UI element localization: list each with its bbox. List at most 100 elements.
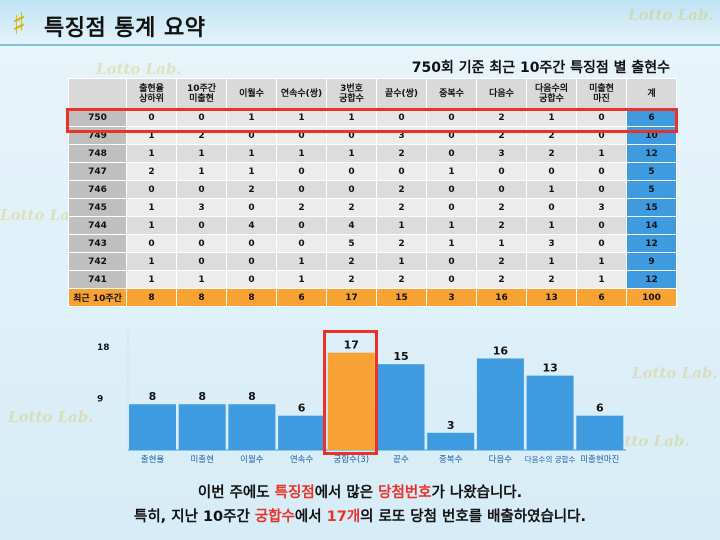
table-cell: 2 — [326, 198, 377, 217]
table-row: 742 1 0 0 1 2 1 0 2 1 1 9 — [68, 252, 677, 271]
watermark: Lotto Lab. — [8, 408, 94, 426]
table-cell: 2 — [376, 198, 427, 217]
table-cell: 8 — [176, 288, 227, 307]
table-row: 741 1 1 0 1 2 2 0 2 2 1 12 — [68, 270, 677, 289]
table-cell: 1 — [426, 216, 477, 235]
round-cell: 최근 10주간 — [68, 288, 127, 307]
table-cell: 1 — [176, 270, 227, 289]
total-cell: 5 — [626, 162, 677, 181]
caption-line-1: 이번 주에도 특징점에서 많은 당첨번호가 나왔습니다. — [0, 481, 720, 502]
table-cell: 3 — [576, 198, 627, 217]
table-cell: 3 — [426, 288, 477, 307]
table-cell: 0 — [576, 234, 627, 253]
bar — [278, 415, 326, 450]
table-cell: 0 — [326, 180, 377, 199]
column-header: 이월수 — [226, 78, 277, 109]
table-cell: 1 — [376, 216, 427, 235]
table-row: 743 0 0 0 0 5 2 1 1 3 0 12 — [68, 234, 677, 253]
total-cell: 15 — [626, 198, 677, 217]
table-cell: 1 — [276, 252, 327, 271]
round-cell: 742 — [68, 252, 127, 271]
table-cell: 2 — [226, 180, 277, 199]
table-cell: 16 — [476, 288, 527, 307]
table-row: 748 1 1 1 1 1 2 0 3 2 1 12 — [68, 144, 677, 163]
table-cell: 2 — [276, 198, 327, 217]
caption-emphasis: 특징점 — [274, 485, 315, 501]
bar-value-label: 17 — [344, 339, 359, 352]
table-cell: 0 — [426, 144, 477, 163]
category-label: 궁합수(3) — [334, 455, 370, 465]
bar-value-label: 8 — [149, 390, 157, 403]
caption-text: 에서 — [294, 509, 327, 525]
table-row: 744 1 0 4 0 4 1 1 2 1 0 14 — [68, 216, 677, 235]
caption-emphasis: 17개 — [326, 509, 361, 525]
watermark: Lotto Lab. — [0, 206, 86, 224]
table-cell: 17 — [326, 288, 377, 307]
category-label: 다음수 — [489, 455, 513, 465]
watermark: Lotto Lab. — [96, 60, 182, 78]
table-cell: 0 — [226, 270, 277, 289]
column-header: 끝수(쌍) — [376, 78, 427, 109]
column-header: 10주간 미출현 — [176, 78, 227, 109]
caption-emphasis: 당첨번호 — [378, 485, 432, 501]
table-cell: 2 — [376, 234, 427, 253]
bar — [526, 375, 574, 450]
table-title: 750회 기준 최근 10주간 특징점 별 출현수 — [411, 60, 670, 76]
column-header: 다음수의 궁합수 — [526, 78, 577, 109]
total-cell: 12 — [626, 144, 677, 163]
total-cell: 9 — [626, 252, 677, 271]
table-cell: 2 — [476, 216, 527, 235]
category-label: 미출현마진 — [580, 454, 619, 465]
caption-text: 의 로또 당첨 번호를 배출하였습니다. — [360, 509, 586, 525]
column-header — [68, 78, 127, 109]
table-cell: 2 — [326, 270, 377, 289]
table-cell: 0 — [426, 252, 477, 271]
bar — [427, 432, 475, 450]
category-label: 이월수 — [240, 454, 264, 465]
table-cell: 1 — [276, 270, 327, 289]
table-cell: 1 — [226, 162, 277, 181]
round-cell: 743 — [68, 234, 127, 253]
table-cell: 2 — [326, 252, 377, 271]
table-cell: 0 — [126, 108, 177, 127]
bar-value-label: 8 — [248, 390, 256, 403]
caption-text: 특히, 지난 10주간 — [134, 509, 255, 525]
table-cell: 1 — [276, 144, 327, 163]
table-cell: 1 — [376, 252, 427, 271]
watermark: Lotto Lab. — [628, 6, 714, 24]
table-cell: 3 — [526, 234, 577, 253]
caption-emphasis: 궁합수 — [254, 509, 295, 525]
column-header: 3번호 궁합수 — [326, 78, 377, 109]
column-header: 미출현 마진 — [576, 78, 627, 109]
category-label: 미출현 — [190, 454, 213, 465]
bar-value-label: 15 — [393, 350, 408, 363]
table-cell: 4 — [326, 216, 377, 235]
category-label: 다음수의 궁합수 — [525, 454, 576, 464]
bar-value-label: 16 — [493, 344, 509, 357]
table-cell: 2 — [526, 144, 577, 163]
highlight-box-row-750 — [66, 108, 678, 133]
feature-bar-chart: 18 9 8 출현율 8 미출현 8 이월수 6 연속수 17 궁합수(3) 15 끝수 3 중복수 16 다… — [97, 330, 626, 465]
table-cell: 0 — [276, 216, 327, 235]
bar — [327, 352, 375, 450]
table-cell: 0 — [176, 216, 227, 235]
table-cell: 1 — [576, 144, 627, 163]
table-cell: 1 — [426, 162, 477, 181]
table-cell: 3 — [476, 144, 527, 163]
table-cell: 0 — [226, 252, 277, 271]
table-cell: 0 — [126, 234, 177, 253]
table-cell: 0 — [576, 180, 627, 199]
round-cell: 750 — [68, 108, 127, 127]
table-cell: 1 — [576, 270, 627, 289]
round-cell: 748 — [68, 144, 127, 163]
table-cell: 0 — [426, 198, 477, 217]
table-cell: 0 — [176, 234, 227, 253]
caption-line-2: 특히, 지난 10주간 궁합수에서 17개의 로또 당첨 번호를 배출하였습니다… — [0, 505, 720, 526]
table-cell: 0 — [526, 162, 577, 181]
table-cell: 6 — [576, 288, 627, 307]
table-cell: 2 — [476, 252, 527, 271]
table-cell: 1 — [526, 180, 577, 199]
table-header: 출현율 상하위 10주간 미출현 이월수 연속수(쌍) 3번호 궁합수 끝수(쌍) 중복수 다… — [68, 78, 677, 109]
bar-value-label: 8 — [198, 390, 206, 403]
table-row: 745 1 3 0 2 2 2 0 2 0 3 15 — [68, 198, 677, 217]
